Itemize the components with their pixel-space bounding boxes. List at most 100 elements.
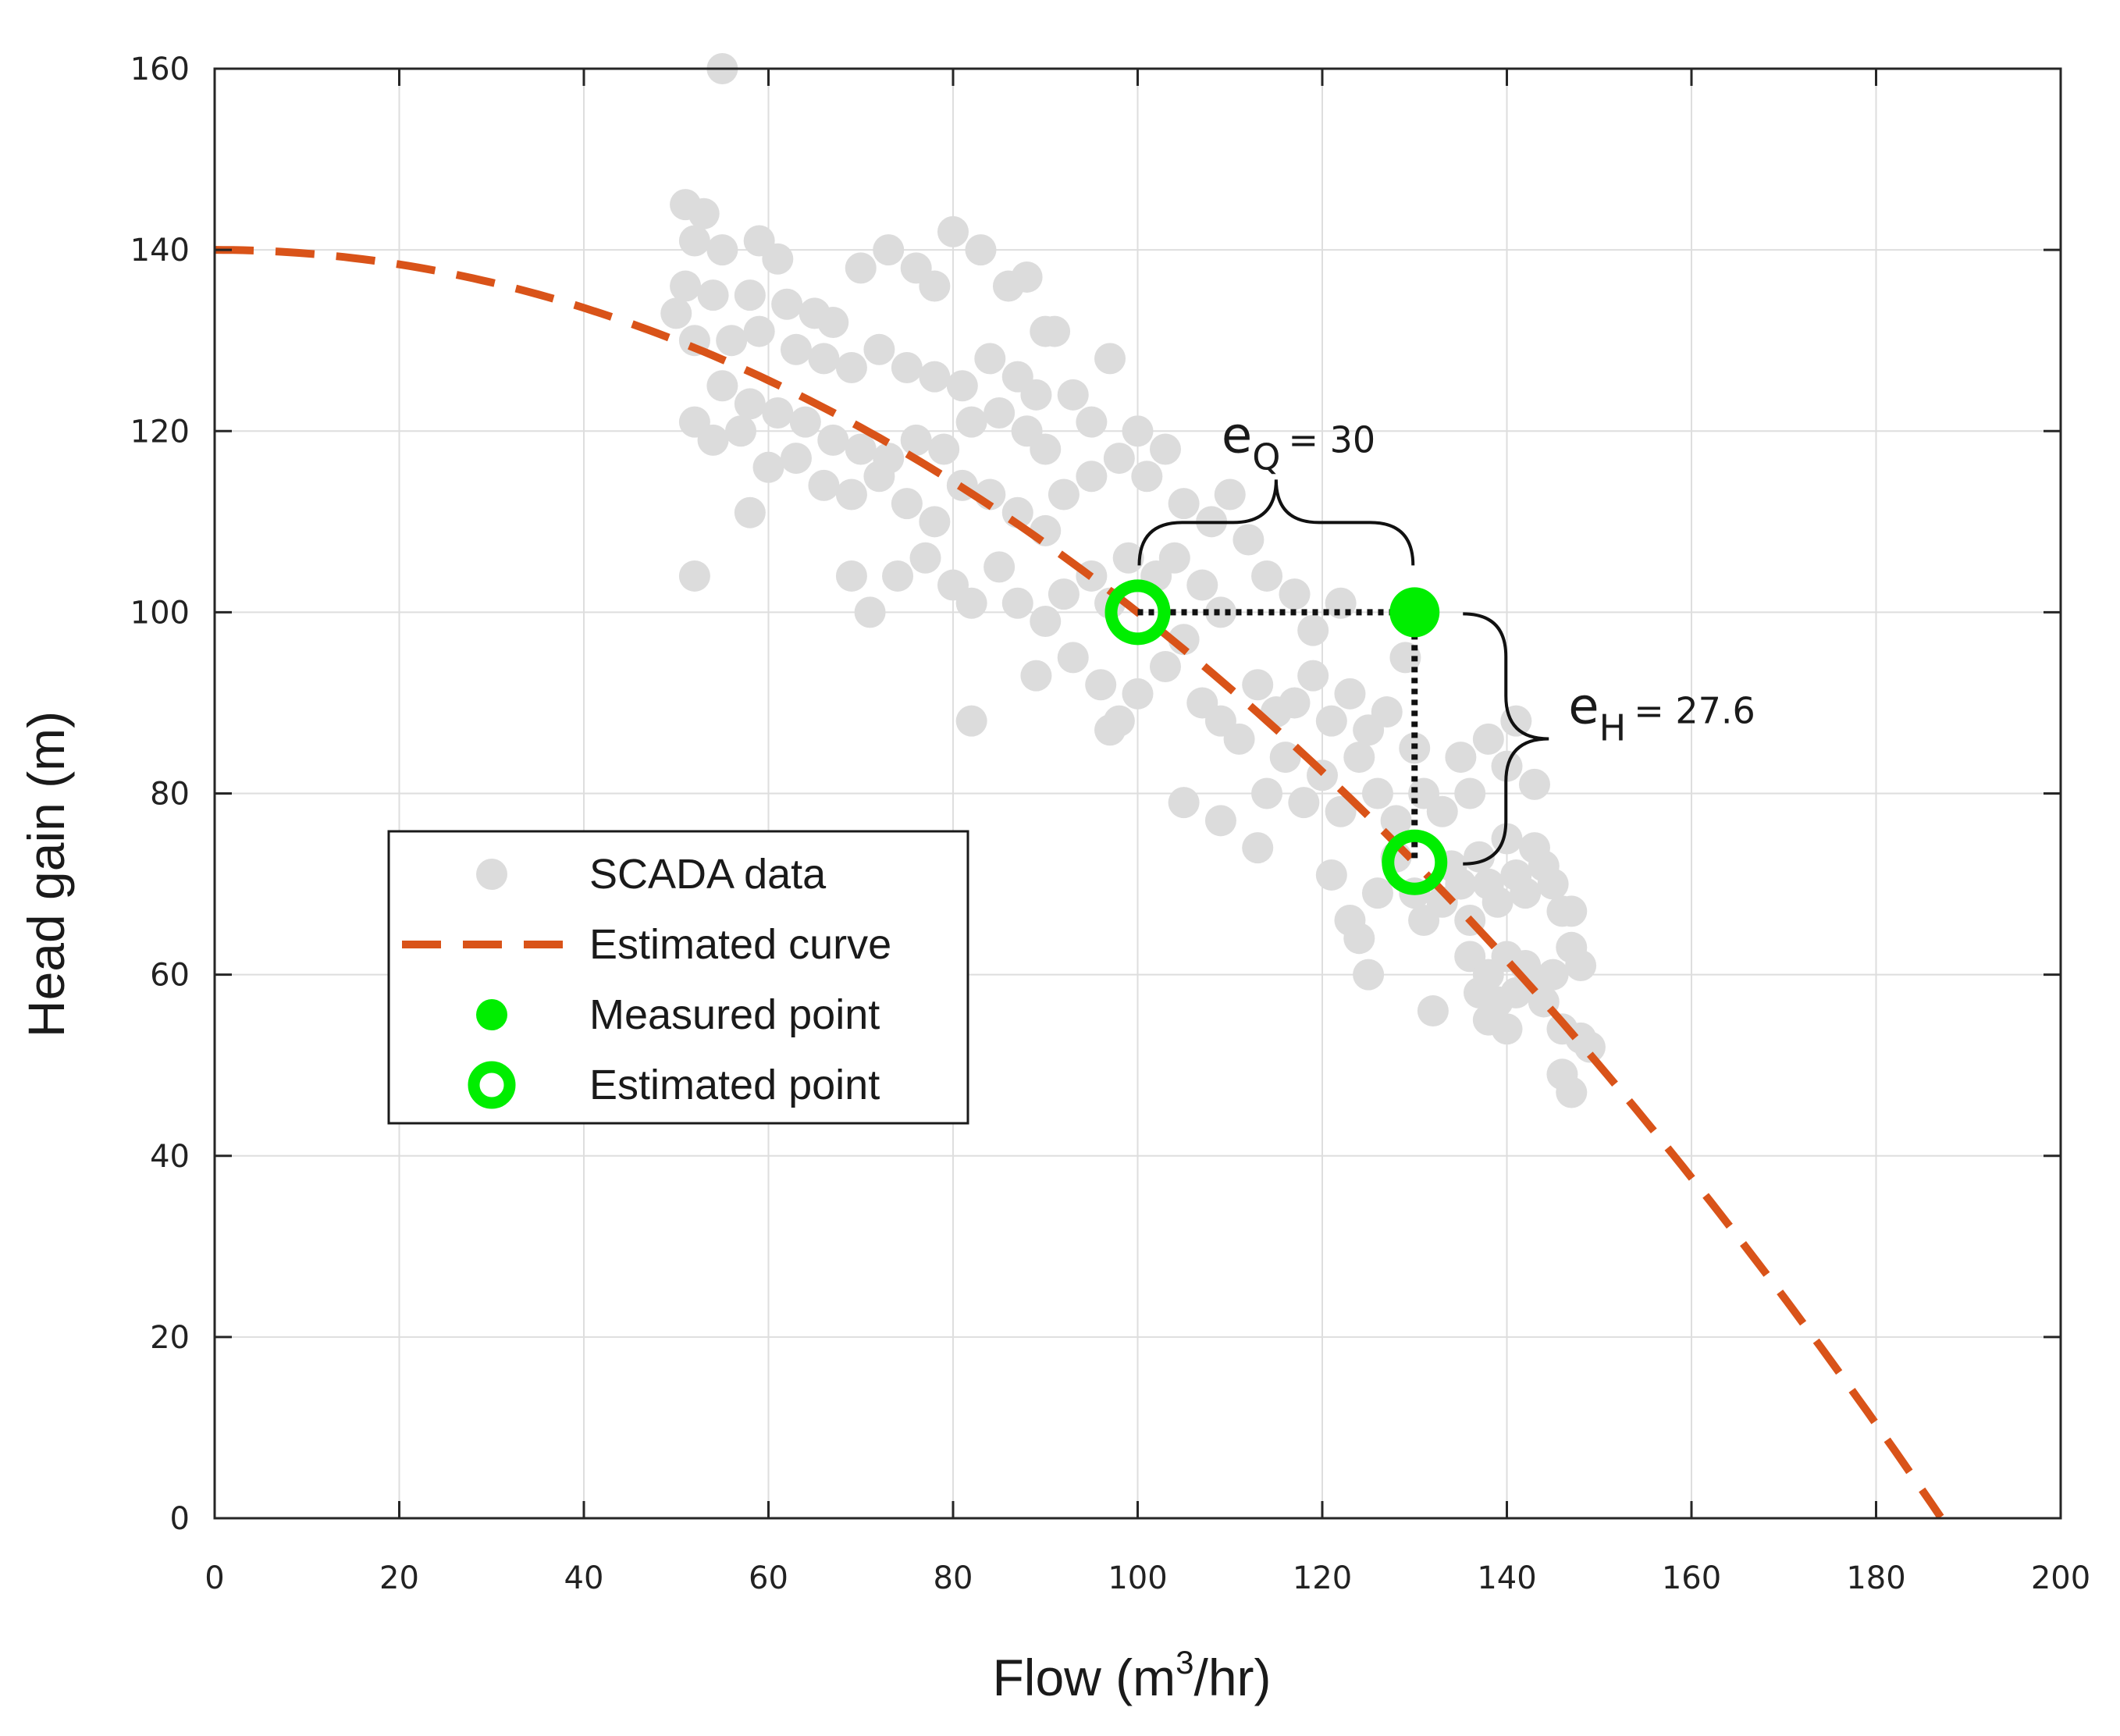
scada-point bbox=[1472, 723, 1504, 755]
scada-point bbox=[1482, 886, 1514, 918]
scada-point bbox=[1343, 742, 1375, 774]
scada-point bbox=[863, 461, 895, 493]
y-tick-label: 140 bbox=[130, 233, 190, 269]
scada-point bbox=[1214, 478, 1246, 510]
y-tick-label: 100 bbox=[130, 595, 190, 631]
estimated-point-marker bbox=[1382, 829, 1448, 895]
scada-point bbox=[1186, 569, 1218, 601]
measured-point-marker bbox=[1389, 587, 1440, 638]
scada-point bbox=[780, 443, 812, 475]
scada-point bbox=[1076, 406, 1108, 438]
scada-point bbox=[1325, 795, 1357, 827]
scada-point bbox=[678, 225, 710, 257]
tick-labels: 0 20 40 60 80 100 120 140 160 180 200 0 20 40 60 80 100 1… bbox=[130, 52, 2091, 1596]
scada-point bbox=[1325, 587, 1357, 619]
legend-label-estimated: Estimated point bbox=[589, 1062, 880, 1108]
scada-point bbox=[734, 388, 766, 420]
eq-label-subscript: Q bbox=[1252, 436, 1280, 478]
scada-point bbox=[1158, 542, 1190, 574]
scada-point bbox=[891, 488, 923, 520]
scada-point bbox=[1500, 705, 1532, 737]
eh-label: eH = 27.6 bbox=[1568, 678, 1755, 749]
scada-point bbox=[1537, 868, 1569, 900]
scada-point bbox=[919, 506, 951, 538]
scada-point bbox=[984, 397, 1016, 429]
scada-point bbox=[1279, 578, 1311, 610]
scada-point bbox=[1491, 1013, 1523, 1045]
scada-point bbox=[928, 433, 960, 465]
scada-point bbox=[937, 215, 969, 247]
scada-point bbox=[1057, 379, 1089, 411]
x-tick-label: 100 bbox=[1108, 1560, 1167, 1596]
x-tick-label: 120 bbox=[1293, 1560, 1352, 1596]
legend-label-scada: SCADA data bbox=[589, 851, 827, 898]
legend-swatch-scada bbox=[476, 859, 507, 890]
scada-point bbox=[1445, 868, 1477, 900]
scada-point bbox=[1094, 714, 1126, 746]
x-tick-label: 20 bbox=[379, 1560, 419, 1596]
scada-point bbox=[716, 325, 748, 357]
scada-point bbox=[955, 406, 987, 438]
scada-point bbox=[1279, 687, 1311, 719]
scada-point bbox=[1297, 614, 1329, 646]
scada-point bbox=[1001, 587, 1033, 619]
scada-point bbox=[919, 361, 951, 393]
scada-point bbox=[919, 270, 951, 302]
eh-brace bbox=[1463, 612, 1549, 866]
scada-point bbox=[1353, 959, 1385, 991]
eh-label-value: = 27.6 bbox=[1634, 690, 1755, 732]
scada-point bbox=[1168, 488, 1200, 520]
axes bbox=[213, 67, 2062, 1520]
scada-point bbox=[891, 352, 923, 384]
scada-point bbox=[1149, 651, 1181, 683]
y-axis-label: Head gain (m) bbox=[17, 711, 75, 1037]
scada-point bbox=[1361, 777, 1393, 809]
scada-point bbox=[1371, 696, 1403, 728]
x-tick-label: 60 bbox=[749, 1560, 788, 1596]
y-tick-label: 160 bbox=[130, 52, 190, 87]
x-tick-label: 200 bbox=[2031, 1560, 2090, 1596]
scada-point bbox=[697, 279, 729, 311]
scada-point bbox=[734, 496, 766, 528]
scada-point bbox=[1334, 678, 1366, 710]
estimated-curve-series bbox=[214, 246, 1944, 1520]
scada-point bbox=[1131, 461, 1163, 493]
y-tick-label: 80 bbox=[150, 777, 190, 813]
eq-label-value: = 30 bbox=[1288, 418, 1375, 461]
scada-point bbox=[1242, 669, 1274, 701]
scada-point bbox=[984, 551, 1016, 583]
scada-point bbox=[743, 315, 775, 347]
scada-point bbox=[789, 406, 821, 438]
legend-swatch-estimated bbox=[468, 1061, 516, 1109]
scada-point bbox=[817, 306, 849, 338]
scada-point bbox=[1380, 805, 1412, 837]
scada-point bbox=[1537, 959, 1569, 991]
x-axis-label-suffix: /hr) bbox=[1194, 1649, 1272, 1706]
scada-point bbox=[1343, 923, 1375, 955]
scada-point bbox=[1297, 660, 1329, 692]
y-tick-label: 40 bbox=[150, 1139, 190, 1175]
scada-point bbox=[854, 596, 886, 628]
scada-point bbox=[1149, 433, 1181, 465]
y-tick-label: 120 bbox=[130, 414, 190, 450]
y-tick-label: 20 bbox=[150, 1320, 190, 1356]
x-tick-label: 0 bbox=[205, 1560, 224, 1596]
scada-point bbox=[1168, 787, 1200, 819]
scada-point bbox=[1094, 343, 1126, 375]
x-tick-label: 180 bbox=[1846, 1560, 1905, 1596]
scada-point bbox=[1039, 315, 1071, 347]
scada-point bbox=[974, 343, 1006, 375]
scada-point bbox=[1020, 660, 1052, 692]
scada-point bbox=[845, 252, 877, 284]
scada-point bbox=[1204, 596, 1236, 628]
x-axis-label-prefix: Flow (m bbox=[992, 1649, 1176, 1706]
scada-point bbox=[817, 424, 849, 456]
scada-point bbox=[762, 243, 794, 275]
scada-point bbox=[688, 197, 720, 229]
scada-point bbox=[1030, 605, 1062, 637]
scada-point bbox=[808, 343, 840, 375]
scada-point bbox=[955, 587, 987, 619]
scada-point bbox=[1076, 461, 1108, 493]
